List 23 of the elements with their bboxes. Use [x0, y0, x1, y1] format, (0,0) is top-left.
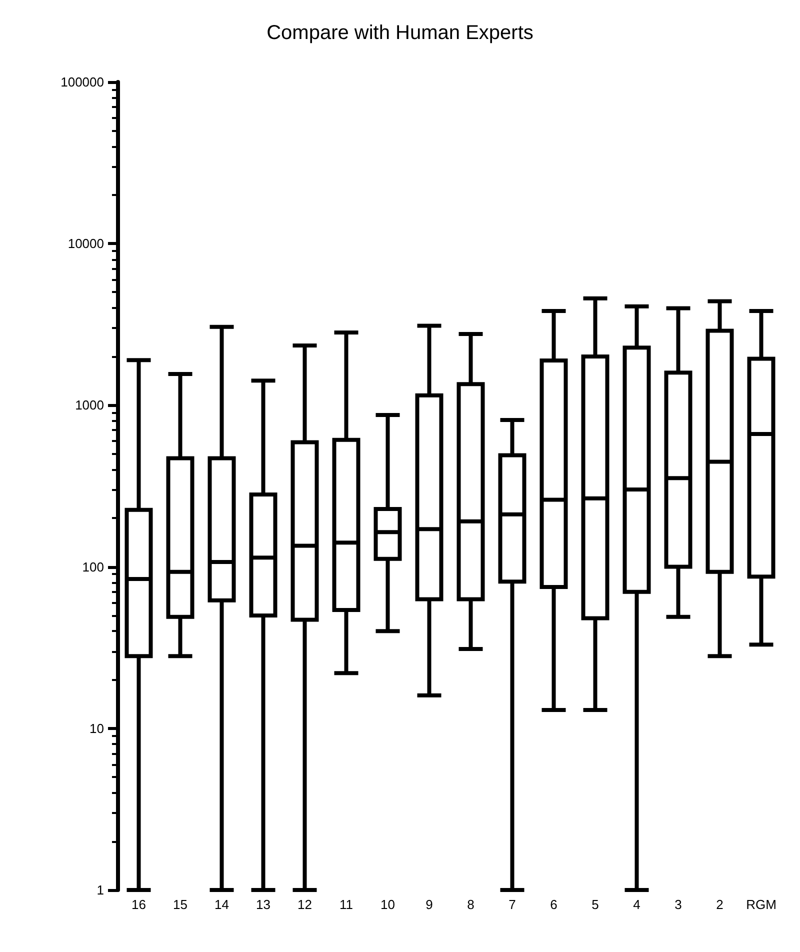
x-tick-label: 10	[380, 897, 395, 912]
x-tick-label: 7	[508, 897, 516, 912]
y-tick-label: 10	[90, 720, 104, 736]
x-tick-label: 9	[426, 897, 433, 912]
x-tick-label: 13	[256, 897, 270, 912]
y-tick-label: 10000	[68, 236, 104, 252]
x-tick-label: 4	[633, 897, 640, 912]
x-tick-label: 12	[298, 897, 312, 912]
x-tick-label: 16	[132, 897, 146, 912]
x-tick-label: 6	[550, 897, 558, 912]
x-tick-label: 2	[716, 897, 724, 912]
x-tick-label: 3	[674, 897, 682, 912]
chart-title: Compare with Human Experts	[266, 22, 534, 44]
y-tick-label: 100	[82, 559, 104, 574]
x-tick-label: 5	[592, 897, 599, 912]
y-tick-label: 100000	[60, 74, 104, 90]
x-tick-label: 11	[340, 897, 353, 912]
x-tick-label: 15	[173, 897, 188, 912]
y-tick-label: 1	[96, 882, 104, 898]
x-tick-label: 8	[467, 897, 474, 912]
x-tick-label: RGM	[746, 897, 776, 912]
x-tick-label: 14	[214, 897, 229, 912]
y-tick-label: 1000	[75, 398, 104, 413]
